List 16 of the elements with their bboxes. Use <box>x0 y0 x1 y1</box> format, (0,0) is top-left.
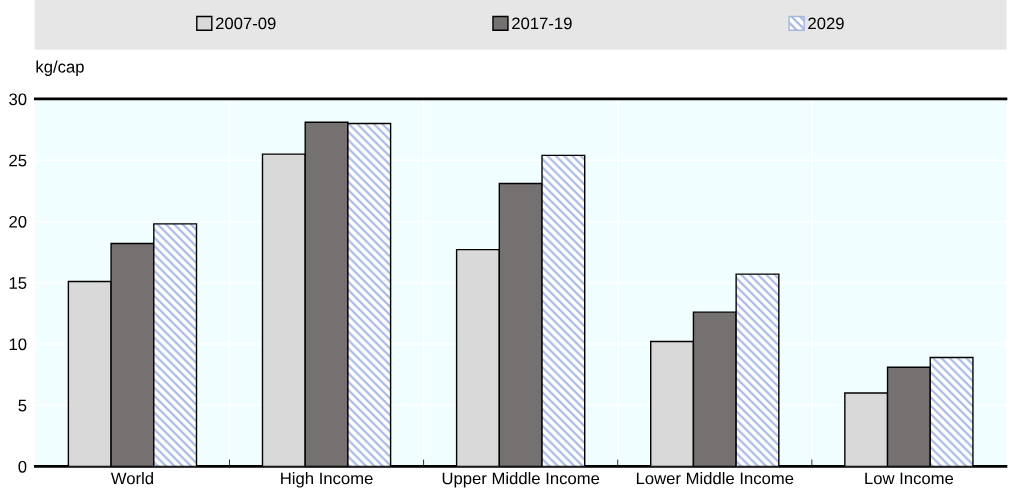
y-tick-label: 30 <box>9 93 27 106</box>
legend-label: 2007-09 <box>215 17 276 30</box>
y-tick-label: 10 <box>9 338 27 351</box>
y-tick-label: 20 <box>9 215 27 228</box>
y-tick-label: 5 <box>18 399 27 412</box>
legend-label: 2029 <box>808 17 844 30</box>
y-tick-label: 15 <box>9 277 27 289</box>
legend-label: 2017-19 <box>512 17 572 30</box>
x-tick-label: World <box>110 472 153 485</box>
x-tick-label: Upper Middle Income <box>442 472 600 488</box>
x-tick-label: Low Income <box>865 472 954 485</box>
x-tick-label: High Income <box>281 472 373 488</box>
y-axis-title: kg/cap <box>36 60 84 76</box>
y-tick-label: 0 <box>18 460 27 473</box>
y-tick-label: 25 <box>9 154 27 167</box>
x-tick-label: Lower Middle Income <box>636 472 794 485</box>
